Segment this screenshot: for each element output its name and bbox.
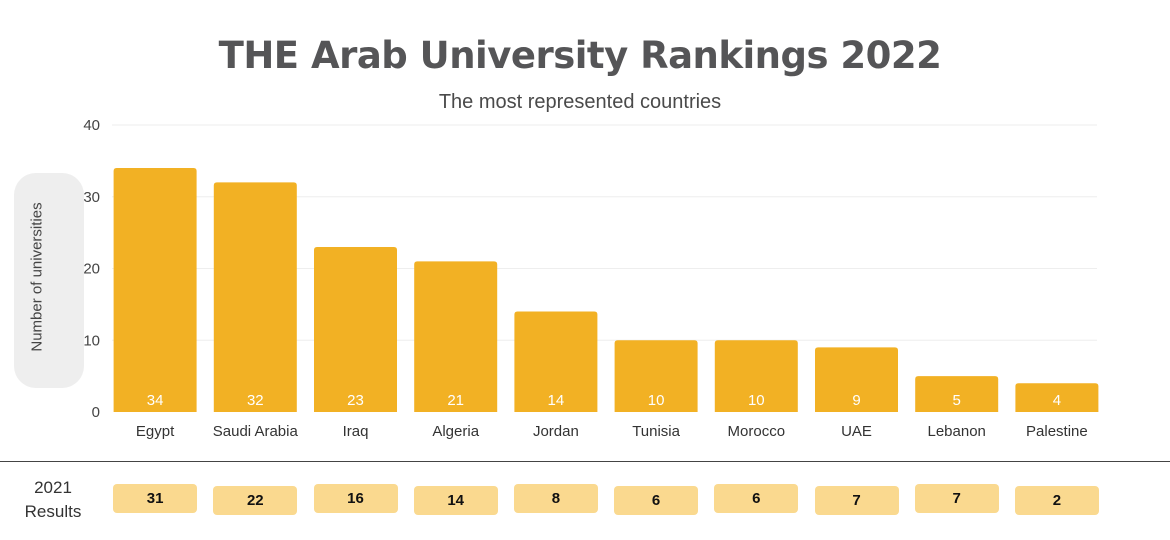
bar-value-label: 21: [447, 392, 464, 409]
y-tick-label: 40: [83, 117, 100, 134]
bar: [514, 311, 598, 412]
x-tick-label: Palestine: [1026, 423, 1088, 440]
section-divider: [0, 461, 1170, 462]
bar-value-label: 23: [347, 392, 364, 409]
bar-value-label: 32: [247, 392, 264, 409]
x-tick-label: Lebanon: [927, 423, 985, 440]
bar: [915, 376, 999, 412]
results-2021-value: 14: [413, 486, 498, 515]
results-2021-value: 16: [313, 484, 398, 513]
results-2021-value: 31: [113, 484, 198, 513]
results-2021-value: 6: [714, 484, 799, 513]
bar-value-label: 14: [548, 392, 565, 409]
bar-chart-plot: 0 10 20 30 40 34 Egypt 32 Saudi Arabia 23 Iraq 21 Al…: [83, 117, 1099, 440]
results-label-text: Results: [24, 502, 82, 521]
bar-value-label: 10: [648, 392, 665, 409]
results-2021-value: 22: [213, 486, 298, 515]
x-tick-label: Algeria: [432, 423, 479, 440]
x-tick-label: Iraq: [343, 423, 369, 440]
results-2021-value: 8: [513, 484, 598, 513]
results-label-year: 2021: [34, 478, 72, 497]
x-tick-label: Tunisia: [632, 423, 680, 440]
bar-value-label: 5: [953, 392, 961, 409]
bar: [213, 182, 297, 412]
results-2021-label: 2021 Results: [10, 476, 96, 524]
results-2021-value: 7: [914, 484, 999, 513]
bar: [314, 246, 397, 412]
bar: [815, 347, 898, 412]
bar-value-label: 10: [748, 392, 765, 409]
results-2021-value: 6: [614, 486, 699, 515]
y-tick-label: 20: [83, 261, 100, 278]
x-tick-label: Egypt: [136, 423, 175, 440]
y-tick-label: 30: [83, 189, 100, 206]
bar: [414, 261, 498, 412]
x-tick-label: Saudi Arabia: [213, 423, 299, 440]
bar: [614, 340, 698, 412]
y-axis-label-background: [14, 173, 84, 388]
bar-value-label: 4: [1053, 392, 1061, 409]
chart-title: THE Arab University Rankings 2022: [218, 34, 942, 77]
bar: [1015, 383, 1099, 412]
y-tick-label: 10: [83, 332, 100, 349]
bar: [714, 340, 798, 412]
y-tick-label: 0: [92, 404, 100, 421]
bar-value-label: 9: [852, 392, 860, 409]
x-tick-label: Jordan: [533, 423, 579, 440]
results-2021-value: 7: [814, 486, 899, 515]
chart-subtitle: The most represented countries: [438, 91, 722, 113]
x-tick-label: Morocco: [728, 423, 786, 440]
x-tick-label: UAE: [841, 423, 872, 440]
results-2021-value: 2: [1014, 486, 1099, 515]
bar-value-label: 34: [147, 392, 164, 409]
bar: [113, 168, 197, 412]
